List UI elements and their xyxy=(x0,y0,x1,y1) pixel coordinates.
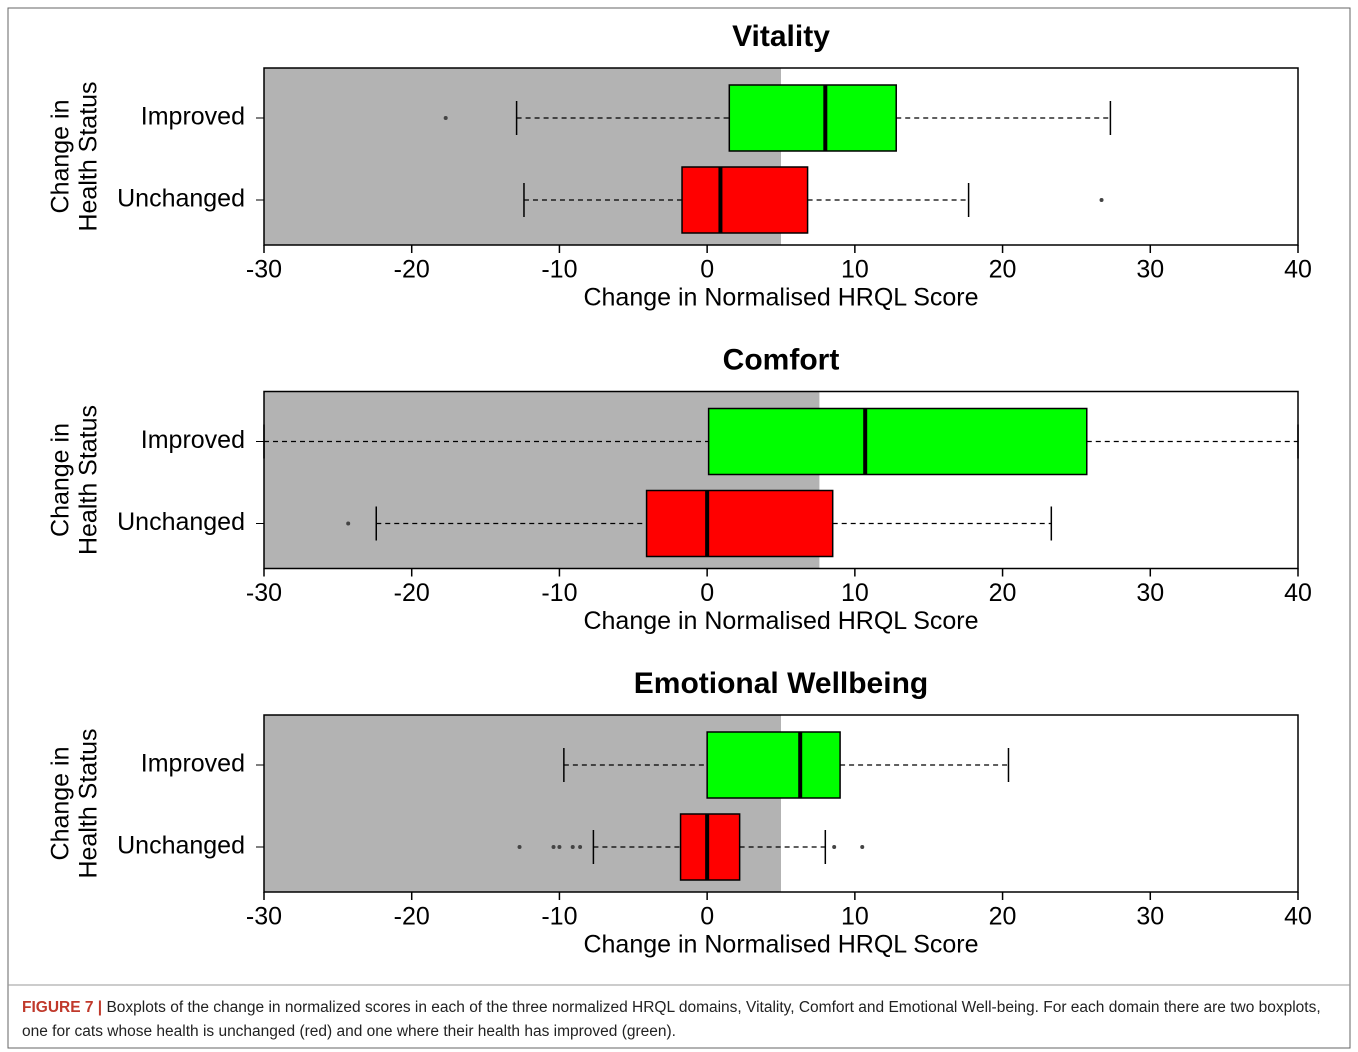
outlier xyxy=(860,845,865,849)
box xyxy=(706,731,841,799)
y-axis-label: Health Status xyxy=(75,728,103,878)
caption-text: Boxplots of the change in normalized sco… xyxy=(22,999,1321,1040)
x-tick-label: 10 xyxy=(841,256,869,284)
x-axis-label: Change in Normalised HRQL Score xyxy=(583,931,978,959)
outlier xyxy=(551,845,556,849)
x-tick-label: -30 xyxy=(246,579,282,607)
y-axis-label: Health Status xyxy=(75,81,103,231)
outlier xyxy=(832,845,837,849)
box xyxy=(707,407,1088,476)
panel-title: Emotional Wellbeing xyxy=(634,667,928,700)
y-axis-label: Change in xyxy=(47,100,75,214)
x-tick-label: 30 xyxy=(1136,579,1164,607)
y-tick-label: Improved xyxy=(141,750,245,778)
box xyxy=(681,166,809,234)
outlier xyxy=(443,116,448,120)
y-axis-label: Change in xyxy=(47,747,75,861)
y-tick-label: Unchanged xyxy=(117,185,245,213)
x-tick-label: 20 xyxy=(989,256,1017,284)
y-tick-label: Unchanged xyxy=(117,508,245,536)
caption-label: FIGURE 7 | xyxy=(22,999,103,1016)
x-tick-label: -30 xyxy=(246,903,282,931)
outlier xyxy=(557,845,562,849)
box xyxy=(645,489,834,558)
y-axis-label: Health Status xyxy=(75,405,103,555)
outlier xyxy=(517,845,522,849)
outlier xyxy=(578,845,583,849)
x-tick-label: -10 xyxy=(541,256,577,284)
x-tick-label: 40 xyxy=(1284,579,1312,607)
x-tick-label: 10 xyxy=(841,579,869,607)
x-tick-label: 30 xyxy=(1136,256,1164,284)
caption: FIGURE 7 | Boxplots of the change in nor… xyxy=(22,996,1344,1044)
frame xyxy=(7,7,1351,1049)
outlier xyxy=(570,845,575,849)
plot-border xyxy=(263,390,1299,570)
panel-title: Comfort xyxy=(723,343,840,376)
y-axis-label: Change in xyxy=(47,423,75,537)
y-tick-label: Improved xyxy=(141,426,245,454)
x-tick-label: 30 xyxy=(1136,903,1164,931)
y-tick-label: Unchanged xyxy=(117,832,245,860)
box xyxy=(679,813,741,881)
x-tick-label: -20 xyxy=(394,579,430,607)
x-tick-label: -10 xyxy=(541,579,577,607)
box xyxy=(728,84,897,152)
x-tick-label: 40 xyxy=(1284,256,1312,284)
x-tick-label: 0 xyxy=(700,256,714,284)
outlier xyxy=(1099,198,1104,202)
x-tick-label: 10 xyxy=(841,903,869,931)
x-tick-label: 20 xyxy=(989,903,1017,931)
panel-title: Vitality xyxy=(732,20,830,53)
x-tick-label: -30 xyxy=(246,256,282,284)
x-tick-label: 0 xyxy=(700,903,714,931)
x-tick-label: 20 xyxy=(989,579,1017,607)
x-tick-label: -10 xyxy=(541,903,577,931)
y-tick-label: Improved xyxy=(141,103,245,131)
plot-border xyxy=(263,67,1299,246)
x-axis-label: Change in Normalised HRQL Score xyxy=(583,284,978,312)
x-tick-label: 40 xyxy=(1284,903,1312,931)
x-tick-label: -20 xyxy=(394,256,430,284)
x-tick-label: -20 xyxy=(394,903,430,931)
x-axis-label: Change in Normalised HRQL Score xyxy=(583,607,978,635)
x-tick-label: 0 xyxy=(700,579,714,607)
outlier xyxy=(346,521,351,526)
plot-border xyxy=(263,714,1299,893)
